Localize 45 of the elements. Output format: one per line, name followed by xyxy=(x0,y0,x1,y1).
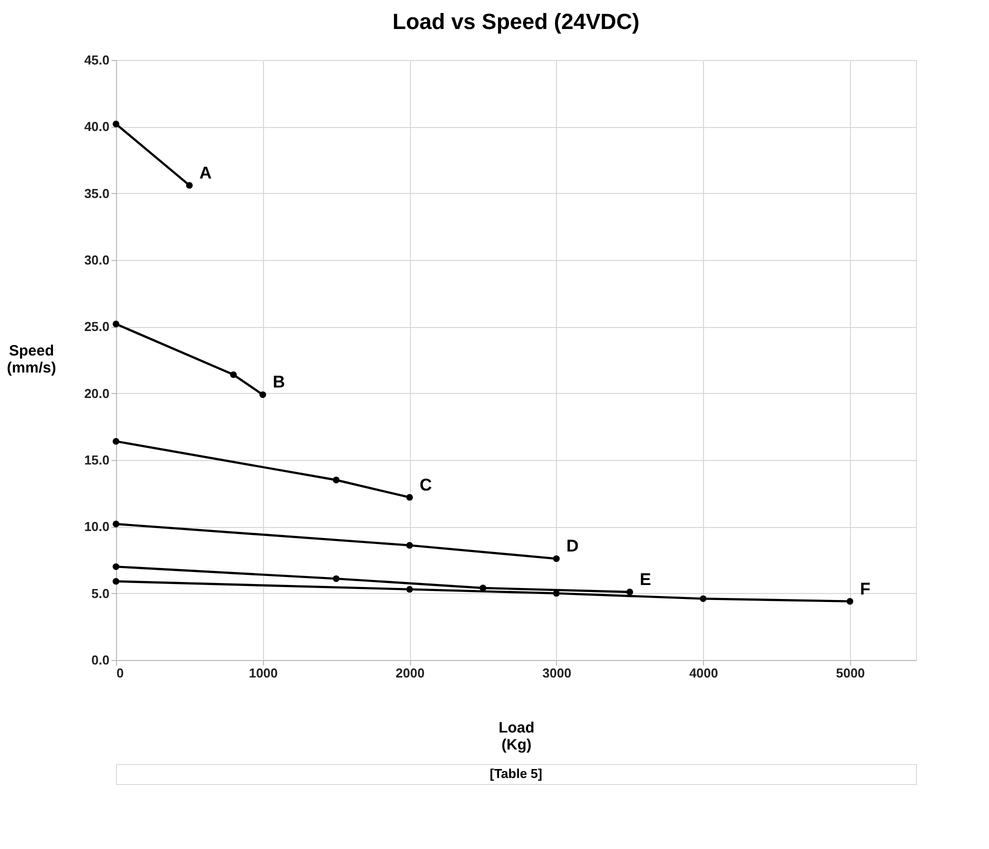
point xyxy=(230,371,237,378)
point xyxy=(406,494,413,501)
point xyxy=(700,595,707,602)
series-label: D xyxy=(566,536,579,556)
point xyxy=(332,575,340,582)
y-tick-label: 25.0 xyxy=(84,319,110,334)
y-tick-label: 15.0 xyxy=(84,452,110,468)
series-label: A xyxy=(199,163,212,182)
series-label: E xyxy=(640,570,652,589)
x-axis-title: Load (Kg) xyxy=(498,720,534,754)
series-label: C xyxy=(420,475,432,494)
point xyxy=(553,555,560,562)
y-tick-label: 20.0 xyxy=(84,386,110,401)
text: [Table 5] xyxy=(490,766,542,781)
y-tick-label: 10.0 xyxy=(84,519,110,534)
x-tick-label: 0 xyxy=(116,666,124,680)
point xyxy=(480,584,486,592)
point xyxy=(406,542,413,549)
y-tick-label: 35.0 xyxy=(84,186,110,201)
y-tick-label: 0.0 xyxy=(91,652,110,668)
point xyxy=(112,438,120,445)
point xyxy=(626,588,634,596)
point xyxy=(112,520,120,528)
x-tick-label: 4000 xyxy=(689,666,718,680)
point xyxy=(112,320,120,328)
point xyxy=(406,586,413,593)
point xyxy=(332,476,340,484)
series-label: F xyxy=(860,579,870,598)
point xyxy=(112,563,120,570)
y-axis-title: Speed (mm/s) xyxy=(6,342,56,376)
point xyxy=(846,598,854,605)
y-tick-label: 30.0 xyxy=(84,252,110,268)
point xyxy=(112,578,120,585)
x-tick-label: 5000 xyxy=(836,666,865,680)
x-tick-label: 1000 xyxy=(248,666,278,680)
x-tick-label: 3000 xyxy=(542,666,572,680)
x-tick-label: 2000 xyxy=(396,666,425,680)
y-tick-label: 40.0 xyxy=(84,119,110,134)
y-tick-label: 5.0 xyxy=(91,586,110,601)
point xyxy=(259,391,266,398)
y-tick-label: 45.0 xyxy=(84,52,110,68)
point xyxy=(112,120,120,128)
chart-title: Load vs Speed (24VDC) xyxy=(392,9,640,34)
point xyxy=(186,182,193,189)
series-label: B xyxy=(272,372,286,392)
